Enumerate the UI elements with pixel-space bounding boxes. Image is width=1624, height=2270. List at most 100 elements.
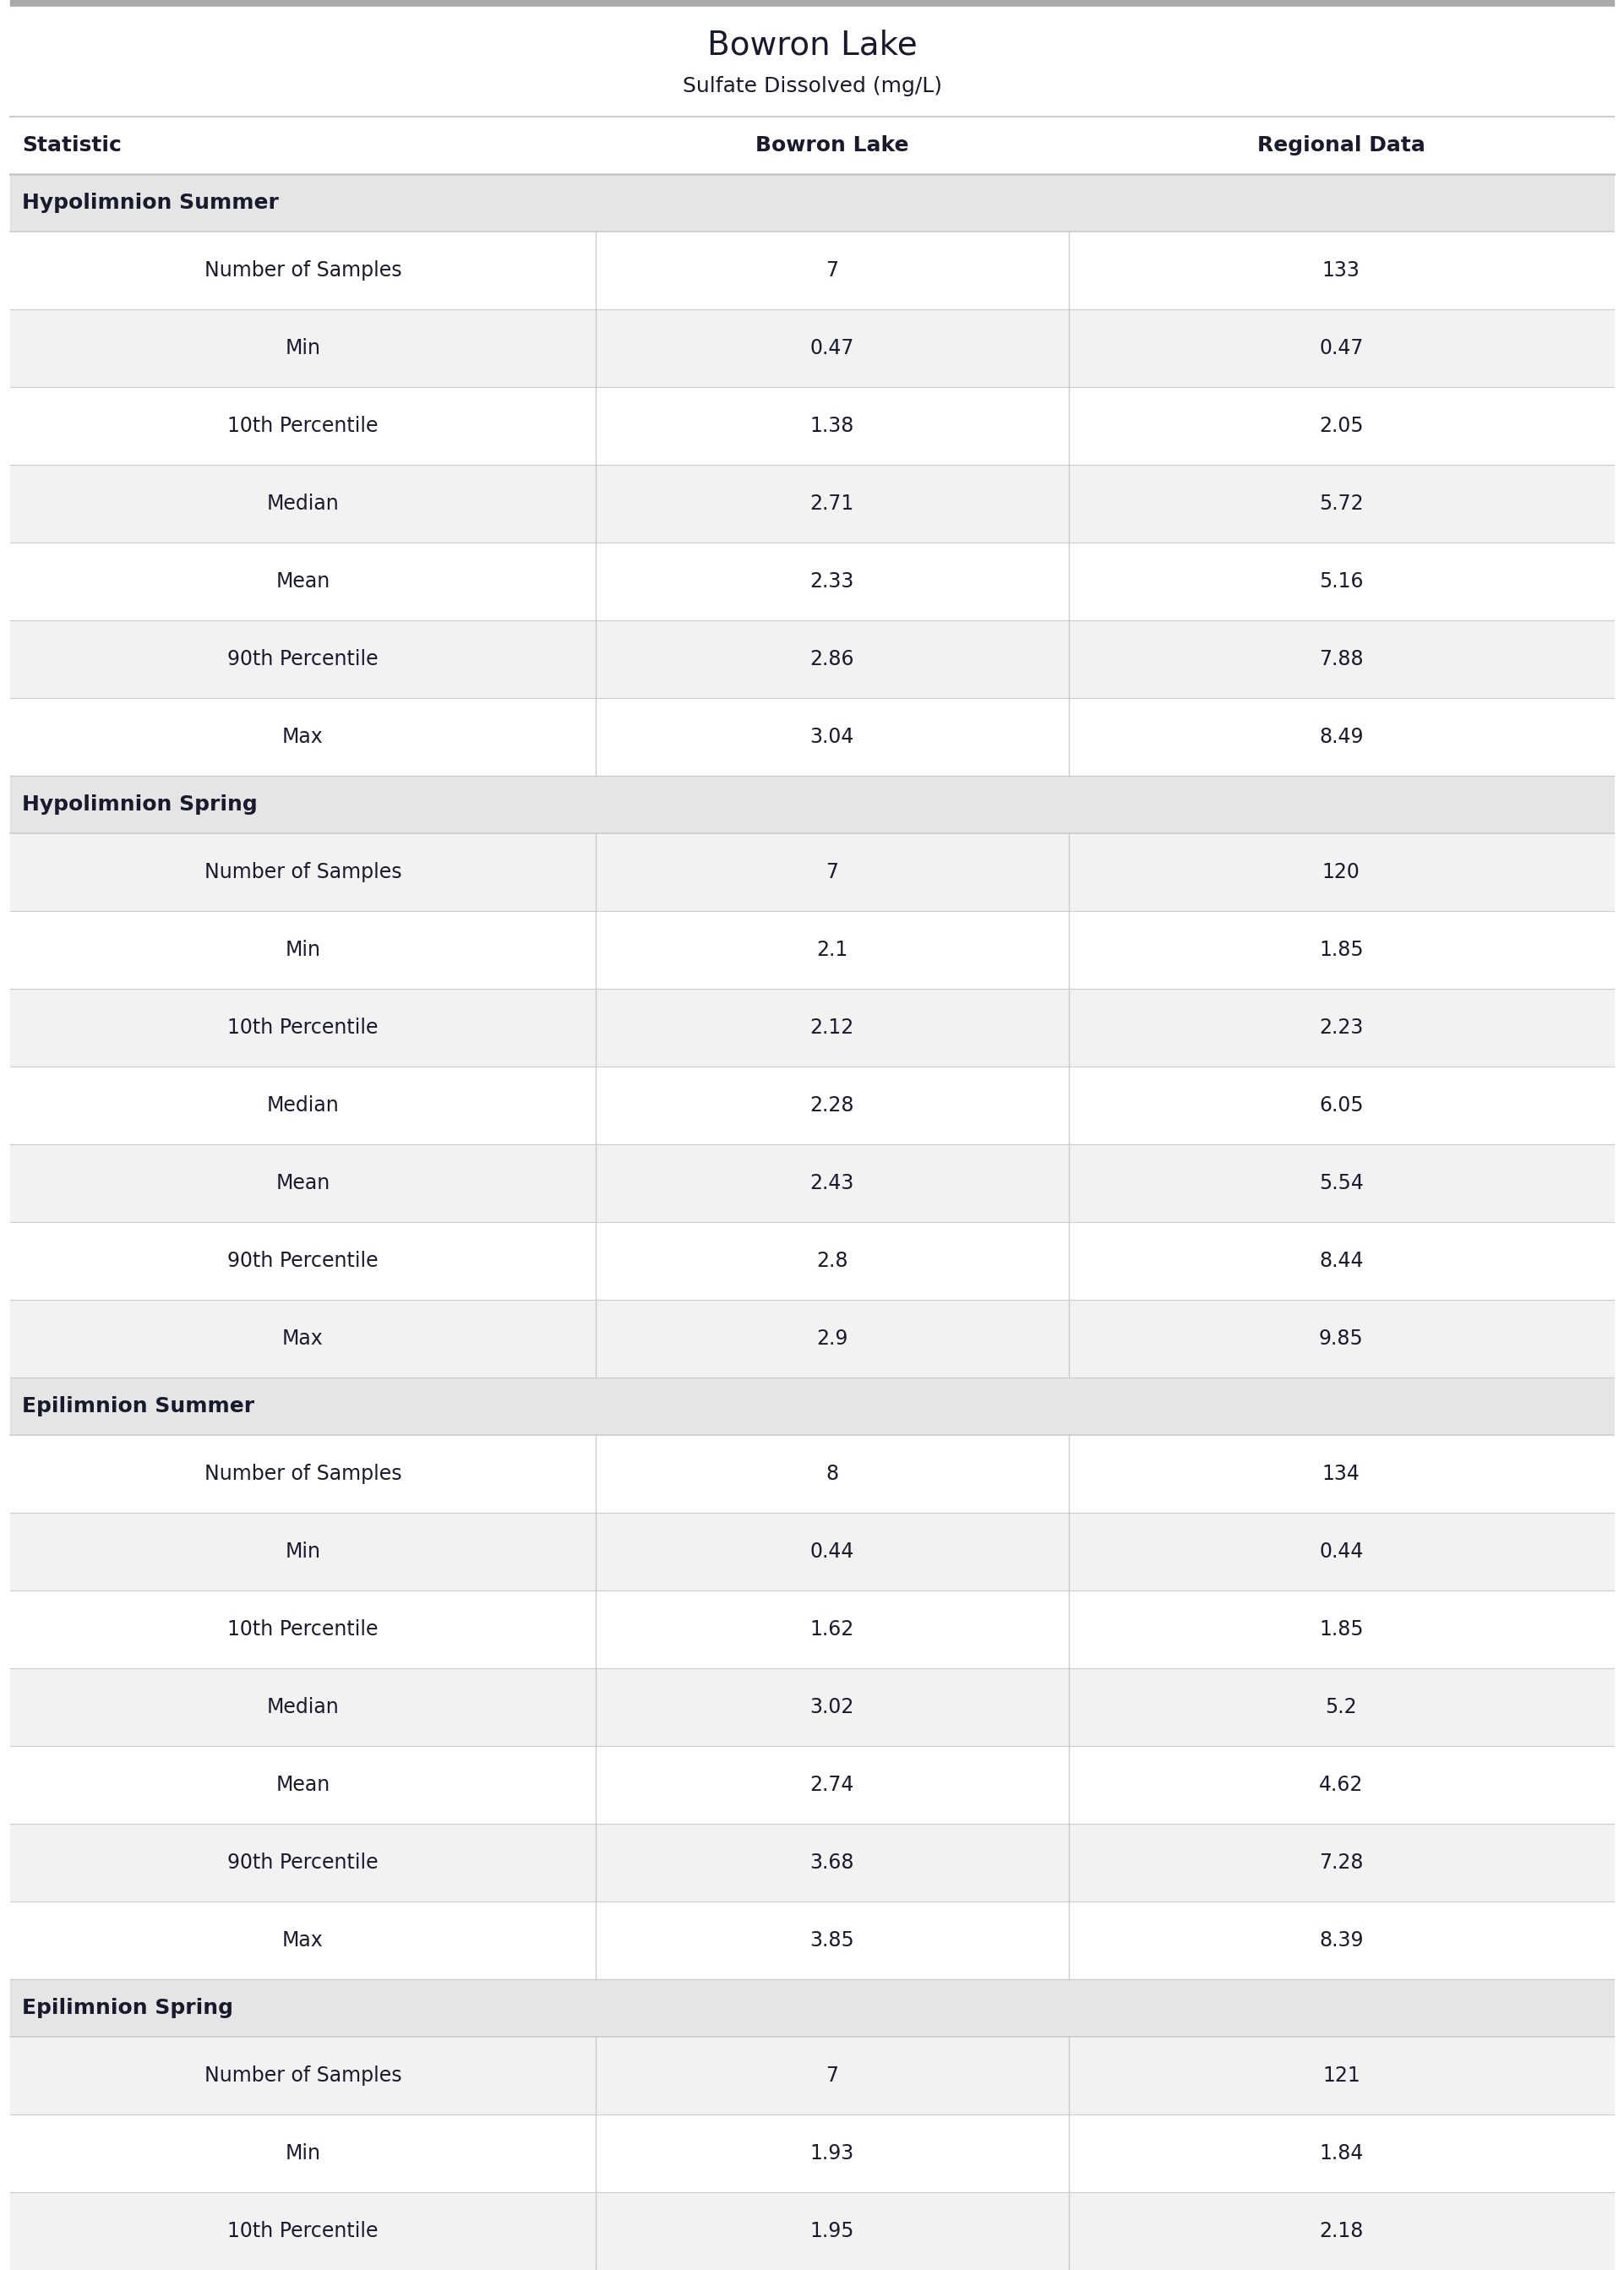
Text: Mean: Mean [276, 1775, 330, 1796]
Bar [10, 0, 1614, 7]
Text: 2.74: 2.74 [810, 1775, 854, 1796]
Text: Mean: Mean [276, 572, 330, 592]
Text: 2.71: 2.71 [810, 493, 854, 513]
Text: 2.8: 2.8 [817, 1251, 848, 1271]
Bar [10, 1301, 1614, 1378]
Text: 5.54: 5.54 [1319, 1174, 1364, 1194]
Text: 5.16: 5.16 [1319, 572, 1364, 592]
Text: 10th Percentile: 10th Percentile [227, 1619, 378, 1639]
Text: 8: 8 [825, 1464, 838, 1485]
Text: 1.85: 1.85 [1319, 1619, 1364, 1639]
Text: 10th Percentile: 10th Percentile [227, 1017, 378, 1037]
Text: 7.88: 7.88 [1319, 649, 1364, 670]
Text: 5.72: 5.72 [1319, 493, 1364, 513]
Bar [10, 2036, 1614, 2113]
Text: 7: 7 [825, 2066, 838, 2086]
Text: 90th Percentile: 90th Percentile [227, 1852, 378, 1873]
Text: Median: Median [266, 1096, 339, 1115]
Bar [10, 388, 1614, 465]
Bar [10, 175, 1614, 232]
Text: Number of Samples: Number of Samples [205, 2066, 401, 2086]
Bar [10, 2113, 1614, 2193]
Text: Bowron Lake: Bowron Lake [706, 30, 918, 61]
Text: Statistic: Statistic [23, 136, 122, 157]
Text: 1.62: 1.62 [810, 1619, 854, 1639]
Bar [10, 465, 1614, 543]
Text: 0.47: 0.47 [810, 338, 854, 359]
Text: 2.43: 2.43 [810, 1174, 854, 1194]
Text: 134: 134 [1322, 1464, 1361, 1485]
Text: Min: Min [286, 2143, 320, 2163]
Text: 2.23: 2.23 [1319, 1017, 1364, 1037]
Text: 1.95: 1.95 [810, 2220, 854, 2240]
Text: 2.18: 2.18 [1319, 2220, 1364, 2240]
Text: 3.85: 3.85 [810, 1930, 854, 1950]
Bar [10, 309, 1614, 388]
Text: 3.68: 3.68 [810, 1852, 854, 1873]
Bar [10, 620, 1614, 699]
Text: Max: Max [283, 1930, 323, 1950]
Text: 4.62: 4.62 [1319, 1775, 1364, 1796]
Bar [10, 2193, 1614, 2270]
Bar [10, 699, 1614, 776]
Bar [10, 1979, 1614, 2036]
Text: Epilimnion Spring: Epilimnion Spring [23, 1998, 234, 2018]
Text: Max: Max [283, 726, 323, 747]
Text: 9.85: 9.85 [1319, 1328, 1364, 1348]
Text: 10th Percentile: 10th Percentile [227, 2220, 378, 2240]
Bar [10, 990, 1614, 1067]
Text: 2.12: 2.12 [810, 1017, 854, 1037]
Text: 0.47: 0.47 [1319, 338, 1364, 359]
Bar [10, 116, 1614, 175]
Bar [10, 1668, 1614, 1746]
Text: 90th Percentile: 90th Percentile [227, 649, 378, 670]
Text: 5.2: 5.2 [1325, 1698, 1358, 1718]
Text: Median: Median [266, 1698, 339, 1718]
Text: Epilimnion Summer: Epilimnion Summer [23, 1396, 255, 1416]
Text: 1.93: 1.93 [810, 2143, 854, 2163]
Text: 0.44: 0.44 [1319, 1541, 1364, 1562]
Text: 1.85: 1.85 [1319, 940, 1364, 960]
Text: Hypolimnion Summer: Hypolimnion Summer [23, 193, 279, 213]
Bar [10, 1435, 1614, 1512]
Bar [10, 232, 1614, 309]
Text: Mean: Mean [276, 1174, 330, 1194]
Text: Min: Min [286, 338, 320, 359]
Bar [10, 776, 1614, 833]
Text: 7.28: 7.28 [1319, 1852, 1364, 1873]
Bar [10, 1067, 1614, 1144]
Text: 3.04: 3.04 [810, 726, 854, 747]
Text: Min: Min [286, 1541, 320, 1562]
Text: 8.49: 8.49 [1319, 726, 1364, 747]
Bar [10, 543, 1614, 620]
Text: 2.33: 2.33 [810, 572, 854, 592]
Text: 1.38: 1.38 [810, 415, 854, 436]
Text: Number of Samples: Number of Samples [205, 261, 401, 281]
Text: Regional Data: Regional Data [1257, 136, 1426, 157]
Text: 8.39: 8.39 [1319, 1930, 1364, 1950]
Bar [10, 1378, 1614, 1435]
Bar [10, 1902, 1614, 1979]
Text: Sulfate Dissolved (mg/L): Sulfate Dissolved (mg/L) [682, 75, 942, 95]
Text: 7: 7 [825, 261, 838, 281]
Text: Min: Min [286, 940, 320, 960]
Text: 121: 121 [1322, 2066, 1361, 2086]
Text: 0.44: 0.44 [810, 1541, 854, 1562]
Text: 10th Percentile: 10th Percentile [227, 415, 378, 436]
Text: 2.28: 2.28 [810, 1096, 854, 1115]
Text: Number of Samples: Number of Samples [205, 1464, 401, 1485]
Text: 1.84: 1.84 [1319, 2143, 1364, 2163]
Text: 90th Percentile: 90th Percentile [227, 1251, 378, 1271]
Text: 6.05: 6.05 [1319, 1096, 1364, 1115]
Bar [10, 1823, 1614, 1902]
Text: 8.44: 8.44 [1319, 1251, 1364, 1271]
Bar [10, 1591, 1614, 1668]
Text: 2.9: 2.9 [817, 1328, 848, 1348]
Text: 120: 120 [1322, 863, 1361, 883]
Text: 7: 7 [825, 863, 838, 883]
Text: Median: Median [266, 493, 339, 513]
Bar [10, 1144, 1614, 1221]
Bar [10, 833, 1614, 910]
Bar [10, 1512, 1614, 1591]
Text: Hypolimnion Spring: Hypolimnion Spring [23, 794, 258, 815]
